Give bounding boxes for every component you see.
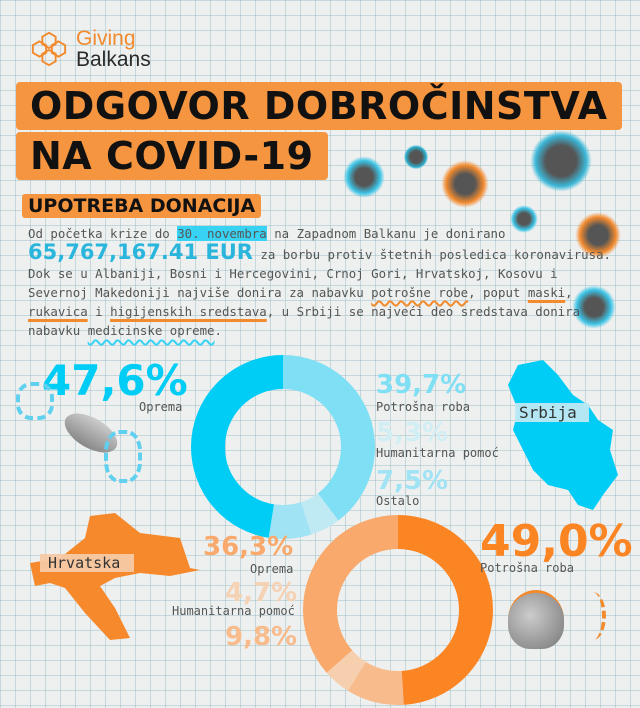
title-line-1: ODGOVOR DOBROČINSTVA — [16, 82, 622, 130]
text: za borbu protiv štetnih posledica korona… — [28, 247, 612, 300]
squiggle-icon — [16, 382, 54, 420]
srbija-potrosna-label: Potrošna roba — [376, 400, 470, 414]
virus-icon — [441, 160, 489, 208]
hrvatska-potrosna-value: 49,0% — [480, 516, 633, 567]
text: . — [214, 323, 222, 338]
hrvatska-ostalo-value: 9,8% — [225, 622, 298, 652]
slice-oprema — [303, 515, 493, 705]
srbija-oprema-label: Oprema — [139, 400, 183, 414]
medical-term: medicinske opreme — [87, 323, 215, 338]
face-mask-icon — [508, 590, 564, 649]
srbija-label: Srbija — [515, 403, 589, 422]
virus-icon — [404, 145, 428, 169]
hexagon-logo-icon — [31, 31, 67, 67]
hrvatska-oprema-value: 36,3% — [203, 532, 294, 562]
slice-ostalo — [191, 355, 375, 539]
text: , poput — [468, 285, 528, 300]
croatia-map-icon — [30, 513, 200, 640]
srbija-humanitarna-value: 5,3% — [376, 418, 449, 448]
hrvatska-oprema-label: Oprema — [250, 562, 294, 576]
text: , u Srbiji se najveći deo sredstava doni… — [28, 304, 603, 338]
virus-icon — [575, 212, 621, 258]
intro-paragraph: Od početka krize do 30. novembra na Zapa… — [28, 224, 613, 340]
mask-strap-icon — [580, 592, 606, 640]
srbija-potrosna-value: 39,7% — [376, 370, 467, 400]
srbija-ostalo-label: Ostalo — [376, 494, 420, 508]
text: Od početka krize do — [28, 226, 178, 241]
text: na Zapadnom Balkanu je donirano — [266, 226, 506, 241]
srbija-humanitarna-label: Humanitarna pomoć — [376, 446, 499, 460]
title-line-2: NA COVID-19 — [16, 132, 328, 180]
hrvatska-humanitarna-value: 4,7% — [225, 578, 298, 608]
hrvatska-donut-chart — [303, 515, 493, 705]
srbija-ostalo-value: 7,5% — [376, 466, 449, 496]
virus-icon — [572, 285, 616, 329]
virus-icon — [530, 130, 592, 192]
section-heading: UPOTREBA DONACIJA — [22, 194, 262, 218]
gloves-term: rukavica — [28, 304, 88, 319]
brand-logo: Giving Balkans — [30, 28, 151, 70]
hrvatska-potrosna-label: Potrošna roba — [480, 561, 574, 575]
brand-line-2: Balkans — [76, 48, 151, 71]
squiggle-icon — [104, 430, 142, 483]
brand-line-1: Giving — [76, 27, 136, 50]
hrvatska-humanitarna-label: Humanitarna pomoć — [172, 604, 295, 618]
masks-term: maski — [527, 285, 566, 300]
donation-amount: 65,767,167.41 EUR — [28, 240, 253, 264]
virus-icon — [510, 205, 538, 233]
virus-icon — [343, 156, 385, 198]
text: , — [565, 285, 573, 300]
hrvatska-label: Hrvatska — [40, 554, 135, 572]
hygiene-term: higijenskih sredstava — [110, 304, 267, 319]
srbija-oprema-value: 47,6% — [42, 356, 188, 405]
text: i — [87, 304, 111, 319]
serbia-map-icon — [508, 360, 618, 510]
date-highlight: 30. novembra — [177, 226, 267, 241]
goods-term: potrošne robe — [371, 285, 469, 300]
srbija-donut-chart — [191, 355, 375, 539]
slice-potrosna-roba — [191, 355, 375, 539]
